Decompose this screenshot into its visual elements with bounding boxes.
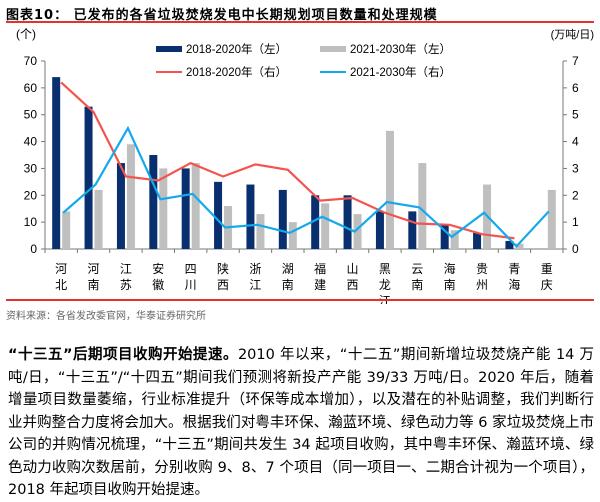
source-note: 资料来源：各省发改委官网，华泰证券研究所 bbox=[6, 311, 206, 322]
bar-2018-2020 bbox=[214, 181, 223, 249]
left-tick-label: 30 bbox=[24, 161, 38, 175]
title-rule bbox=[6, 21, 594, 23]
bar-2021-2030 bbox=[321, 203, 330, 249]
category-label: 重 bbox=[541, 262, 553, 276]
category-label: 青 bbox=[508, 262, 520, 276]
left-tick-label: 20 bbox=[24, 188, 38, 202]
right-tick-label: 5 bbox=[572, 108, 579, 122]
category-label: 江 bbox=[249, 278, 261, 292]
category-label: 龙 bbox=[379, 278, 391, 292]
category-label: 南 bbox=[411, 277, 423, 292]
category-label: 建 bbox=[314, 278, 326, 292]
category-label: 徽 bbox=[152, 277, 164, 292]
category-label: 湖 bbox=[282, 261, 294, 276]
left-tick-label: 60 bbox=[24, 81, 38, 95]
bar-2018-2020 bbox=[408, 211, 417, 249]
category-label: 浙 bbox=[249, 262, 261, 276]
bar-2018-2020 bbox=[343, 195, 352, 249]
category-label: 西 bbox=[217, 278, 229, 292]
bar-2021-2030 bbox=[515, 243, 524, 249]
legend-swatch bbox=[320, 46, 346, 52]
bar-2021-2030 bbox=[547, 189, 556, 249]
category-label: 海 bbox=[508, 277, 520, 292]
body-paragraph: “十三五”后期项目收购开始提速。2010 年以来，“十二五”期间新增垃圾焚烧产能… bbox=[8, 344, 594, 502]
bar-2021-2030 bbox=[418, 163, 427, 249]
category-label: 川 bbox=[185, 278, 197, 292]
bar-2018-2020 bbox=[505, 240, 514, 249]
category-label: 河 bbox=[88, 262, 100, 276]
legend-label: 2021-2030年（左） bbox=[350, 42, 451, 56]
right-tick-label: 6 bbox=[572, 81, 579, 95]
left-axis-label: (个) bbox=[16, 27, 36, 41]
category-label: 四 bbox=[185, 262, 197, 276]
category-label: 州 bbox=[476, 278, 488, 292]
left-tick-label: 10 bbox=[24, 215, 38, 229]
bar-2018-2020 bbox=[246, 184, 255, 249]
figure-title: 图表10： 已发布的各省垃圾焚烧发电中长期规划项目数量和处理规模 bbox=[6, 8, 438, 23]
category-label: 贵 bbox=[476, 262, 488, 276]
category-label: 西 bbox=[347, 278, 359, 292]
bar-2021-2030 bbox=[450, 230, 459, 249]
legend-label: 2021-2030年（右） bbox=[350, 65, 451, 79]
legend-swatch bbox=[156, 46, 182, 52]
bar-2018-2020 bbox=[473, 232, 482, 249]
left-tick-label: 0 bbox=[30, 242, 37, 256]
bar-2021-2030 bbox=[353, 214, 362, 249]
category-label: 南 bbox=[444, 277, 456, 292]
bar-2021-2030 bbox=[62, 211, 71, 249]
right-tick-label: 7 bbox=[572, 54, 579, 68]
left-tick-label: 50 bbox=[24, 108, 38, 122]
category-label: 云 bbox=[411, 262, 423, 276]
bar-2021-2030 bbox=[159, 168, 168, 249]
category-label: 北 bbox=[55, 278, 67, 292]
category-label: 江 bbox=[120, 262, 132, 276]
bar-2021-2030 bbox=[126, 144, 135, 249]
category-label: 河 bbox=[55, 262, 67, 276]
paragraph-lead: “十三五”后期项目收购开始提速。 bbox=[8, 347, 238, 363]
bar-2018-2020 bbox=[84, 106, 93, 250]
category-label: 南 bbox=[282, 277, 294, 292]
bar-2018-2020 bbox=[149, 155, 158, 249]
bar-2021-2030 bbox=[256, 214, 265, 249]
bar-2018-2020 bbox=[440, 224, 449, 249]
left-tick-label: 40 bbox=[24, 135, 38, 149]
right-tick-label: 0 bbox=[572, 242, 579, 256]
category-label: 南 bbox=[88, 277, 100, 292]
right-tick-label: 1 bbox=[572, 215, 579, 229]
source-rule bbox=[6, 299, 594, 301]
bar-2018-2020 bbox=[278, 189, 287, 249]
legend-label: 2018-2020年（右） bbox=[186, 65, 287, 79]
line-2021-2030 bbox=[62, 125, 550, 248]
bar-2021-2030 bbox=[94, 189, 103, 249]
category-label: 安 bbox=[152, 261, 164, 276]
legend-label: 2018-2020年（左） bbox=[186, 42, 287, 56]
bar-2021-2030 bbox=[288, 222, 297, 249]
category-label: 黑 bbox=[379, 262, 391, 276]
right-tick-label: 3 bbox=[572, 161, 579, 175]
bar-2018-2020 bbox=[181, 168, 190, 249]
left-tick-label: 70 bbox=[24, 54, 38, 68]
category-label: 福 bbox=[314, 261, 326, 276]
bar-2018-2020 bbox=[116, 163, 125, 249]
category-label: 苏 bbox=[120, 278, 132, 292]
bar-2018-2020 bbox=[375, 211, 384, 249]
right-axis-label: (万吨/日) bbox=[551, 28, 594, 41]
category-label: 庆 bbox=[541, 278, 553, 292]
category-label: 陕 bbox=[217, 261, 229, 276]
right-tick-label: 4 bbox=[572, 135, 579, 149]
bar-2018-2020 bbox=[311, 195, 320, 249]
right-tick-label: 2 bbox=[572, 188, 579, 202]
category-label: 海 bbox=[444, 261, 456, 276]
category-label: 山 bbox=[347, 262, 359, 276]
paragraph-body: 2010 年以来，“十二五”期间新增垃圾焚烧产能 14 万吨/日，“十三五”/“… bbox=[8, 347, 595, 498]
bar-2021-2030 bbox=[191, 163, 200, 249]
bar-2021-2030 bbox=[385, 130, 394, 249]
bar-2018-2020 bbox=[52, 77, 61, 249]
